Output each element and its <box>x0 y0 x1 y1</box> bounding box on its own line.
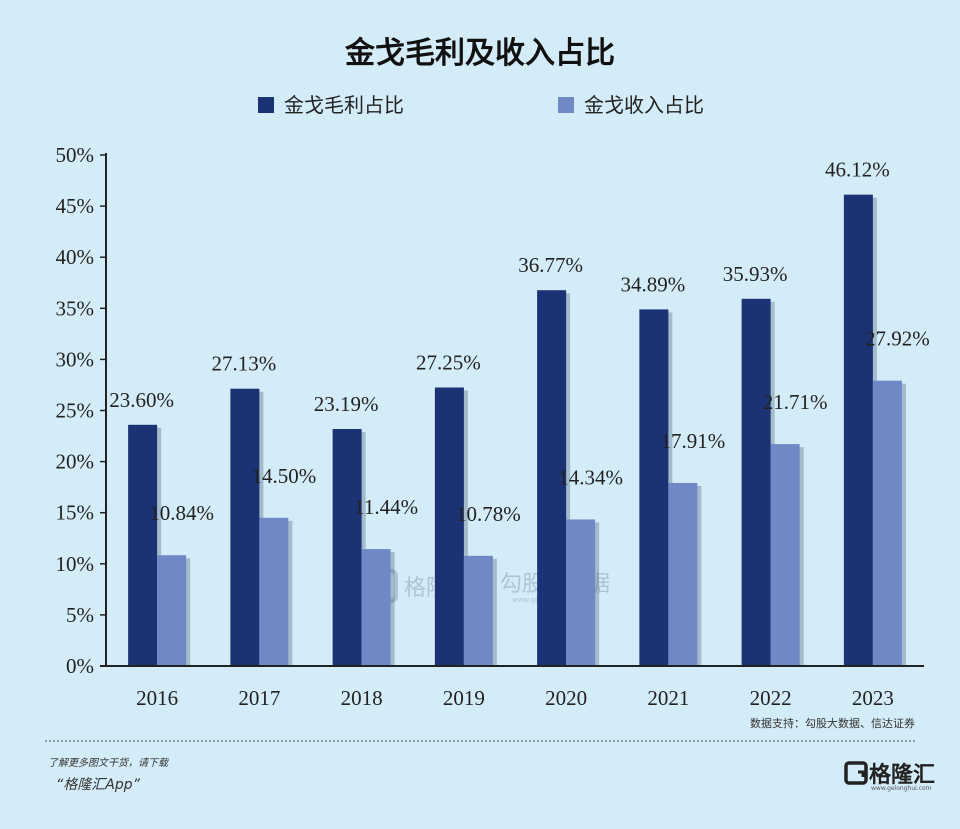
brand-name: 格隆汇 <box>869 762 935 788</box>
brand-logo-mark-icon <box>858 770 865 777</box>
data-label-revenue: 27.92% <box>865 327 930 351</box>
bar-gross-margin <box>128 424 158 666</box>
bar-revenue <box>668 482 698 666</box>
bar-gross-margin <box>230 388 260 666</box>
bar-gross-margin <box>741 298 771 666</box>
x-tick-label: 2019 <box>443 686 485 710</box>
data-label-gross-margin: 36.77% <box>518 253 583 277</box>
y-tick-label: 50% <box>56 143 95 167</box>
data-label-revenue: 17.91% <box>661 429 726 453</box>
legend: 金戈毛利占比 金戈收入占比 <box>258 93 704 117</box>
y-tick-label: 25% <box>56 399 95 423</box>
data-label-revenue: 14.34% <box>558 465 623 489</box>
x-tick-label: 2021 <box>647 686 689 710</box>
footer-app: “格隆汇App” <box>56 777 141 793</box>
legend-label-gross-margin: 金戈毛利占比 <box>284 93 404 117</box>
source-note: 数据支持：勾股大数据、信达证券 <box>750 716 915 730</box>
bar-gross-margin <box>434 387 464 666</box>
x-tick-label: 2016 <box>136 686 178 710</box>
bar-gross-margin <box>332 428 362 666</box>
data-label-revenue: 14.50% <box>252 464 317 488</box>
x-tick-label: 2017 <box>238 686 280 710</box>
y-tick-label: 15% <box>56 501 95 525</box>
data-label-gross-margin: 46.12% <box>825 158 890 182</box>
brand-logo-icon <box>844 761 868 785</box>
bar-gross-margin <box>843 194 873 666</box>
y-tick-label: 30% <box>56 347 95 371</box>
y-tick-label: 5% <box>66 603 94 627</box>
data-label-gross-margin: 35.93% <box>723 262 788 286</box>
bar-revenue <box>463 555 493 666</box>
x-tick-label: 2020 <box>545 686 587 710</box>
data-label-revenue: 11.44% <box>354 495 418 519</box>
bar-revenue <box>259 517 289 666</box>
y-tick-label: 35% <box>56 296 95 320</box>
x-tick-label: 2022 <box>750 686 792 710</box>
bar-revenue <box>770 444 800 666</box>
y-tick-label: 20% <box>56 450 95 474</box>
data-label-gross-margin: 34.89% <box>621 272 686 296</box>
bar-revenue <box>157 555 187 666</box>
plot-area: 0% 5% 10% 15% 20% 25% 30% 35% 40% 45% 50% 23.60% 10.… <box>56 143 930 710</box>
data-label-revenue: 21.71% <box>763 390 828 414</box>
footer-logo: 格隆汇 www.gelonghui.com <box>844 761 935 792</box>
chart-title: 金戈毛利及收入占比 <box>344 36 615 71</box>
y-tick-label: 45% <box>56 194 95 218</box>
data-label-gross-margin: 27.25% <box>416 351 481 375</box>
x-tick-label: 2023 <box>852 686 894 710</box>
data-label-revenue: 10.78% <box>456 502 521 526</box>
legend-swatch-gross-margin <box>258 97 274 113</box>
legend-label-revenue: 金戈收入占比 <box>584 93 704 117</box>
bar-revenue <box>566 519 596 666</box>
data-label-revenue: 10.84% <box>149 501 214 525</box>
bar-gross-margin <box>537 290 567 666</box>
data-label-gross-margin: 23.60% <box>109 388 174 412</box>
y-tick-label: 40% <box>56 245 95 269</box>
data-label-gross-margin: 27.13% <box>212 352 277 376</box>
brand-url: www.gelonghui.com <box>871 785 932 792</box>
y-tick-label: 0% <box>66 654 94 678</box>
y-tick-label: 10% <box>56 552 95 576</box>
bar-revenue <box>361 549 391 666</box>
bar-gross-margin <box>639 309 669 666</box>
footer-note: 了解更多图文干货，请下载 <box>48 757 170 769</box>
bar-revenue <box>872 380 902 666</box>
x-tick-label: 2018 <box>341 686 383 710</box>
legend-swatch-revenue <box>558 97 574 113</box>
data-label-gross-margin: 23.19% <box>314 392 379 416</box>
